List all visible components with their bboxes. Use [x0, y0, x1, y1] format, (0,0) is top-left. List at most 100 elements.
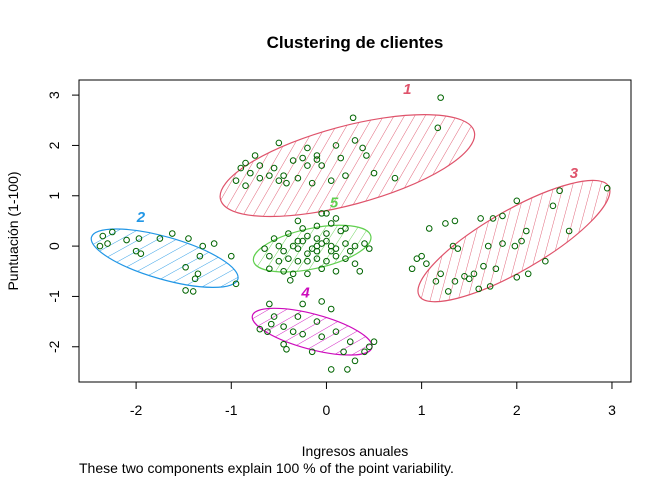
data-point [313, 247, 321, 255]
data-point [266, 265, 273, 273]
y-tick-label: -2 [46, 340, 62, 353]
data-point [313, 235, 321, 242]
cluster-ellipse-5 [252, 224, 372, 273]
data-point [196, 252, 204, 260]
data-point [332, 328, 340, 335]
data-point [283, 345, 290, 353]
data-point [294, 313, 302, 320]
data-point [304, 257, 311, 265]
data-point [275, 257, 283, 265]
data-point [332, 252, 340, 260]
x-tick-label: 0 [323, 402, 331, 418]
data-point [499, 212, 506, 220]
x-tick-label: 2 [513, 402, 521, 418]
data-point [96, 242, 104, 250]
data-point [285, 255, 292, 262]
data-point [511, 242, 519, 250]
cluster-label-2: 2 [136, 209, 146, 226]
data-point [275, 177, 283, 184]
data-point [370, 169, 378, 177]
data-point [332, 142, 340, 149]
data-point [227, 252, 235, 260]
data-point [289, 270, 297, 278]
data-point [308, 348, 316, 356]
y-tick-label: 0 [46, 242, 62, 250]
y-tick-label: 2 [46, 141, 62, 149]
data-point [327, 366, 335, 373]
data-point [480, 262, 487, 270]
data-point [264, 328, 271, 335]
data-point [294, 217, 302, 225]
x-tick-label: 3 [608, 402, 616, 418]
data-point [423, 260, 430, 268]
data-point [337, 154, 345, 162]
data-point [270, 313, 278, 320]
data-point [267, 320, 275, 328]
data-point [542, 257, 549, 265]
data-point [299, 300, 306, 308]
data-point [351, 242, 359, 250]
data-point [283, 179, 290, 187]
data-point [242, 159, 249, 167]
data-point [340, 348, 347, 356]
data-point [486, 283, 494, 290]
data-point [294, 237, 302, 245]
data-point [342, 172, 349, 179]
data-point [256, 325, 264, 333]
data-point [280, 267, 287, 275]
data-point [444, 288, 452, 295]
cluster-ellipses [90, 114, 611, 356]
data-point [513, 274, 521, 281]
data-point [168, 230, 176, 237]
x-tick-label: -1 [225, 402, 238, 418]
data-point [332, 215, 340, 222]
data-point [418, 252, 425, 260]
data-point [363, 152, 370, 159]
data-point [285, 230, 292, 237]
data-point [342, 240, 349, 247]
data-point [365, 245, 373, 252]
data-point [182, 263, 189, 271]
data-point [313, 156, 321, 163]
data-point [499, 240, 506, 247]
cluster-ellipse-2 [90, 228, 239, 288]
cluster-label-5: 5 [330, 194, 339, 211]
footnote: These two components explain 100 % of th… [79, 460, 454, 476]
data-point [477, 215, 484, 222]
data-point [327, 177, 335, 184]
data-point [318, 298, 325, 305]
data-point [556, 187, 563, 195]
data-point [342, 255, 349, 262]
data-point [242, 182, 249, 189]
data-point [135, 235, 143, 242]
data-point [247, 169, 254, 177]
data-point [523, 227, 530, 235]
data-point [232, 177, 240, 184]
data-point [237, 164, 245, 172]
data-point [251, 152, 259, 159]
data-point [199, 242, 207, 250]
data-point [327, 220, 335, 227]
y-axis-label: Puntuación (1-100) [5, 171, 21, 290]
data-point [318, 265, 325, 273]
data-points [96, 94, 611, 373]
data-point [451, 217, 459, 225]
y-tick-label: 3 [46, 91, 62, 99]
data-point [185, 235, 192, 242]
data-point [351, 357, 359, 365]
data-point [327, 247, 335, 255]
cluster-labels: 1 2 3 4 5 [136, 81, 579, 301]
y-axis: -2 -1 0 1 2 3 [46, 91, 80, 353]
data-point [318, 333, 325, 341]
data-point [280, 340, 287, 348]
data-point [391, 174, 399, 182]
data-point [304, 270, 311, 278]
y-tick-label: 1 [46, 192, 62, 200]
data-point [442, 220, 449, 227]
data-point [449, 242, 457, 250]
data-point [323, 210, 330, 217]
data-point [524, 270, 532, 278]
data-point [194, 270, 202, 278]
data-point [361, 240, 368, 247]
data-point [349, 114, 357, 122]
